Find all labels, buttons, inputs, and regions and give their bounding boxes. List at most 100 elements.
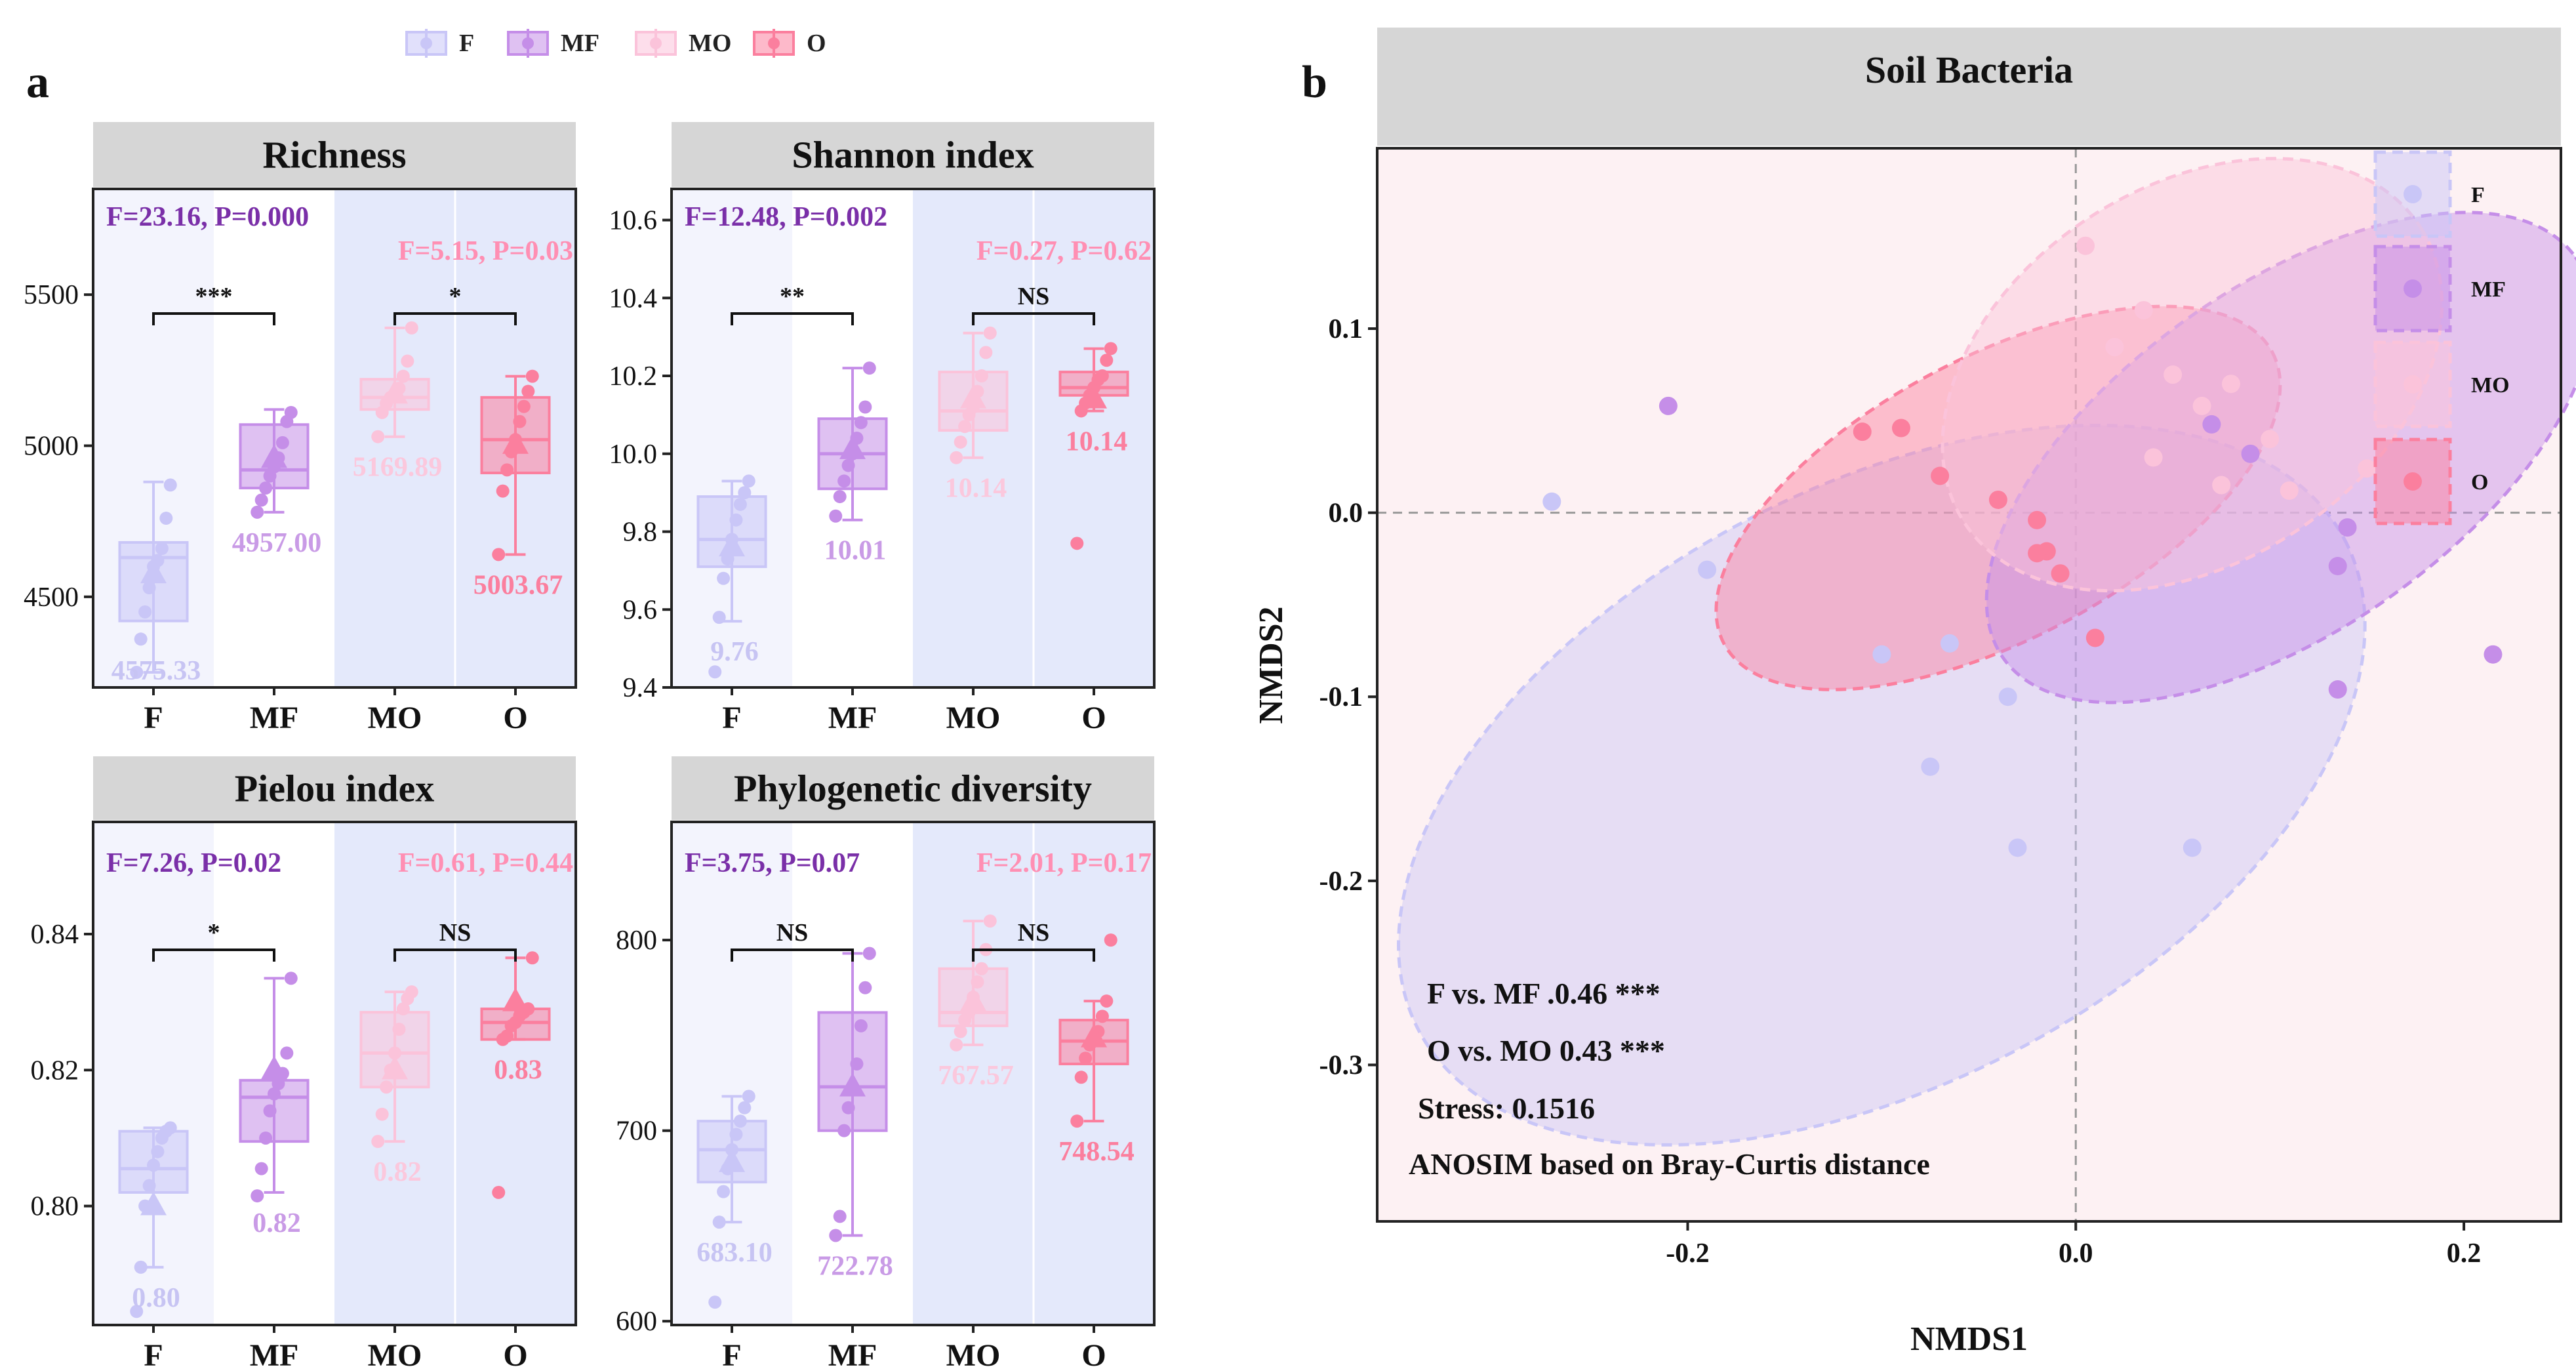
data-point xyxy=(712,611,726,624)
significance-left-label: * xyxy=(208,919,220,947)
mean-label: 5003.67 xyxy=(473,570,563,600)
y-tick-label: 0.82 xyxy=(31,1055,79,1086)
x-tick-label: MF xyxy=(250,701,299,735)
data-point xyxy=(1079,1051,1093,1065)
panel-title-strip xyxy=(93,756,576,820)
box-mo: 10.14 xyxy=(938,326,1009,504)
data-point xyxy=(983,914,997,928)
panel-title: Shannon index xyxy=(792,134,1034,176)
data-point xyxy=(396,1002,410,1016)
mean-label: 0.82 xyxy=(373,1157,422,1187)
data-point xyxy=(975,962,988,975)
point-mo xyxy=(2163,365,2183,384)
y-tick-label: -0.2 xyxy=(1319,867,1363,897)
nmds-plot: Soil Bacteria -0.2 0.0 0.2 -0.3 -0.2 -0.1 0.0 0.… xyxy=(1253,28,2576,1358)
data-point xyxy=(733,1114,747,1128)
legend-dot xyxy=(2404,185,2422,203)
panel-label-b: b xyxy=(1302,57,1327,108)
data-point xyxy=(492,1185,506,1199)
plot-frame xyxy=(670,821,1156,1326)
data-point xyxy=(405,321,418,335)
data-point xyxy=(492,548,506,561)
legend-dot xyxy=(768,37,780,49)
data-point xyxy=(1070,1114,1084,1128)
data-point xyxy=(1095,369,1109,382)
data-point xyxy=(163,1121,177,1135)
x-tick-label: MO xyxy=(946,701,1001,735)
data-point xyxy=(729,513,743,527)
mean-marker xyxy=(140,560,167,584)
stats-right: F=0.61, P=0.44 xyxy=(398,848,573,878)
data-point xyxy=(958,420,972,434)
box-f: 0.80 xyxy=(118,1121,189,1318)
data-point xyxy=(163,478,177,492)
x-tick-label: MF xyxy=(828,701,877,735)
box-f: 9.76 xyxy=(696,474,767,679)
mean-label: 5169.89 xyxy=(353,453,443,483)
background-band xyxy=(1034,189,1154,687)
annotation: F vs. MF .0.46 *** xyxy=(1427,977,1660,1010)
data-point xyxy=(837,1124,851,1137)
data-point xyxy=(134,632,148,646)
data-point xyxy=(833,490,847,504)
mean-label: 4957.00 xyxy=(232,528,322,558)
x-axis-label: NMDS1 xyxy=(1910,1320,2028,1358)
data-point xyxy=(729,1128,743,1141)
annotation: Stress: 0.1516 xyxy=(1418,1092,1595,1125)
x-tick-label: F xyxy=(722,701,741,735)
legend-label: MO xyxy=(689,30,731,57)
data-point xyxy=(268,1087,281,1101)
x-tick-label: F xyxy=(722,1338,741,1367)
stats-left: F=7.26, P=0.02 xyxy=(106,848,281,878)
data-point xyxy=(854,416,868,430)
legend-key-mo xyxy=(635,29,677,58)
significance-right-bracket xyxy=(393,949,517,962)
legend-label: O xyxy=(2471,470,2488,495)
x-tick-label: O xyxy=(503,701,527,735)
data-point xyxy=(829,509,843,523)
significance-left-bracket xyxy=(731,312,854,325)
y-tick-label: 10.4 xyxy=(609,283,658,314)
point-f xyxy=(1940,634,1959,653)
data-point xyxy=(251,505,264,519)
y-tick-label: 5000 xyxy=(24,432,79,462)
mean-label: 767.57 xyxy=(938,1061,1014,1091)
point-mo xyxy=(2144,448,2163,467)
mean-marker xyxy=(382,1055,408,1080)
data-point xyxy=(1100,994,1114,1008)
boxplot-pd: Phylogenetic diversity 600 700 800 F MF MO O 683… xyxy=(616,756,1156,1367)
mean-label: 10.14 xyxy=(945,474,1007,504)
data-point xyxy=(1104,933,1117,947)
data-point xyxy=(1070,537,1084,550)
box-mo: 5169.89 xyxy=(353,321,443,483)
data-point xyxy=(500,463,514,477)
box-mo: 767.57 xyxy=(938,914,1014,1091)
mean-marker xyxy=(839,435,866,459)
mean-label: 0.83 xyxy=(494,1055,542,1086)
data-point xyxy=(496,484,510,498)
data-point xyxy=(521,384,535,398)
y-tick-label: 4500 xyxy=(24,582,79,613)
legend-dot xyxy=(2404,472,2422,491)
legend-label: MF xyxy=(561,30,599,57)
mean-label: 0.82 xyxy=(252,1208,301,1238)
data-point xyxy=(254,1162,268,1175)
point-mf xyxy=(2328,680,2347,699)
box-f: 683.10 xyxy=(696,1090,773,1309)
significance-right-label: NS xyxy=(1018,919,1050,947)
data-point xyxy=(841,1101,855,1114)
data-point xyxy=(396,369,410,383)
data-point xyxy=(975,369,988,382)
y-tick-label: 700 xyxy=(616,1116,657,1147)
mean-marker xyxy=(140,1191,167,1215)
data-point xyxy=(147,1158,160,1172)
data-point xyxy=(401,354,414,368)
mean-marker xyxy=(261,444,287,468)
data-point xyxy=(500,1029,514,1043)
data-point xyxy=(371,1135,385,1149)
data-point xyxy=(1074,1071,1088,1084)
legend-key-mf xyxy=(507,29,549,58)
point-f xyxy=(1542,492,1561,511)
point-mo xyxy=(2261,430,2280,449)
legend-key-o xyxy=(753,29,795,58)
